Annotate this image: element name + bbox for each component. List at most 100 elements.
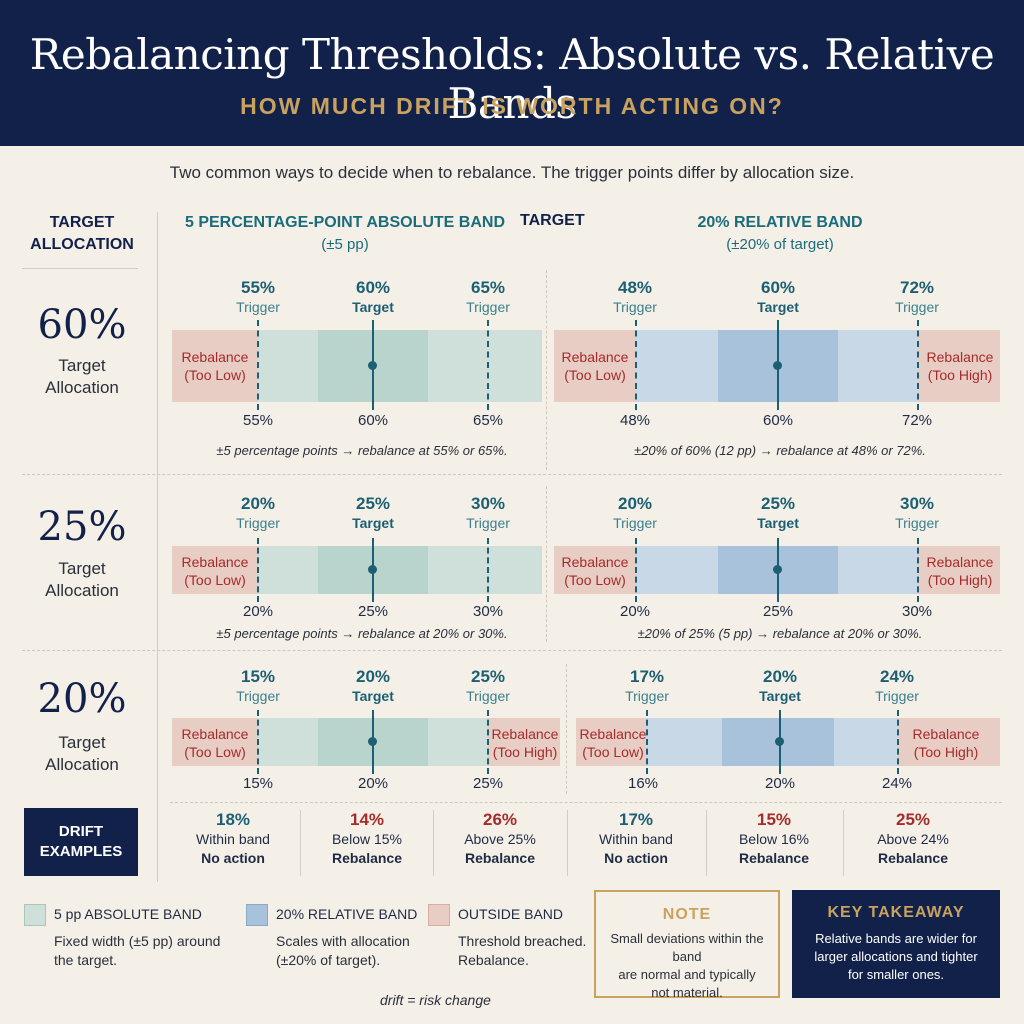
rel-bottom-mid: 60% bbox=[762, 412, 794, 429]
page-subtitle: HOW MUCH DRIFT IS WORTH ACTING ON? bbox=[240, 93, 784, 119]
note-line: are normal and typically bbox=[618, 967, 756, 982]
tick-value: 30% bbox=[899, 494, 935, 513]
abs-trigger-high: 30% Trigger bbox=[443, 494, 533, 532]
legend-line: Rebalance. bbox=[458, 952, 529, 968]
abs-bottom-mid: 20% bbox=[357, 775, 389, 792]
tick-label: Trigger bbox=[236, 515, 280, 531]
drift-desc: Above 25% bbox=[464, 831, 536, 847]
outside-band-high bbox=[488, 718, 560, 766]
rebalance-label: Rebalance bbox=[181, 349, 249, 365]
rebalance-label: Rebalance bbox=[181, 726, 249, 742]
rel-target: 25% Target bbox=[733, 494, 823, 532]
abs-trigger-high: 25% Trigger bbox=[443, 667, 533, 705]
rebalance-label: Rebalance bbox=[561, 349, 629, 365]
legend-relative-desc: Scales with allocation (±20% of target). bbox=[276, 932, 410, 970]
rel-trigger-low: 48% Trigger bbox=[590, 278, 680, 316]
legend-outside-desc: Threshold breached. Rebalance. bbox=[458, 932, 586, 970]
intro-text: Two common ways to decide when to rebala… bbox=[169, 163, 855, 182]
row-separator bbox=[22, 650, 1002, 651]
rebalance-label: Rebalance bbox=[926, 349, 994, 365]
rebalance-too-low: Rebalance (Too Low) bbox=[174, 348, 256, 384]
abs-note: ±5 percentage points → rebalance at 20% … bbox=[216, 626, 508, 641]
abs-bottom-low: 20% bbox=[242, 603, 274, 620]
tick-value: 24% bbox=[879, 667, 915, 686]
row-separator bbox=[170, 802, 1002, 803]
tick-label: Target bbox=[352, 299, 394, 315]
outside-band-low bbox=[576, 718, 646, 766]
outside-band-low bbox=[172, 330, 258, 402]
rebalance-too-low: Rebalance (Too Low) bbox=[556, 553, 634, 589]
rebalance-sub: (Too High) bbox=[492, 744, 558, 760]
tick-label: Trigger bbox=[875, 688, 919, 704]
rebalance-sub: (Too High) bbox=[927, 367, 993, 383]
abs-target: 60% Target bbox=[328, 278, 418, 316]
trigger-line bbox=[257, 538, 259, 602]
legend-swatch-relative bbox=[246, 904, 268, 926]
drift-label-line1: DRIFT bbox=[58, 823, 104, 840]
rebalance-sub: (Too Low) bbox=[564, 367, 626, 383]
legend-line: Threshold breached. bbox=[458, 933, 587, 949]
drift-pct: 18% bbox=[215, 810, 251, 829]
rel-bottom-low: 20% bbox=[619, 603, 651, 620]
legend-absolute-title: 5 pp ABSOLUTE BAND bbox=[54, 906, 202, 922]
rel-trigger-low: 17% Trigger bbox=[602, 667, 692, 705]
takeaway-line: Relative bands are wider for bbox=[815, 931, 977, 946]
row-target-pct: 25% bbox=[37, 504, 127, 550]
header-banner: Rebalancing Thresholds: Absolute vs. Rel… bbox=[0, 0, 1024, 146]
column-divider bbox=[546, 486, 547, 642]
tick-value: 17% bbox=[629, 667, 665, 686]
rebalance-label: Rebalance bbox=[926, 554, 994, 570]
abs-trigger-low: 15% Trigger bbox=[213, 667, 303, 705]
absolute-band-header: 5 PERCENTAGE-POINT ABSOLUTE BAND (±5 pp) bbox=[170, 212, 520, 256]
abs-bottom-low: 55% bbox=[242, 412, 274, 429]
row-target-pct: 60% bbox=[37, 302, 127, 348]
note-title: NOTE bbox=[662, 906, 712, 923]
drift-cell: 25% Above 24% Rebalance bbox=[846, 810, 980, 868]
drift-cell: 26% Above 25% Rebalance bbox=[433, 810, 567, 868]
tick-label: Target bbox=[759, 688, 801, 704]
tick-label: Trigger bbox=[466, 299, 510, 315]
legend-line: the target. bbox=[54, 952, 118, 968]
footer-note: drift = risk change bbox=[380, 992, 491, 1008]
abs-bottom-high: 30% bbox=[472, 603, 504, 620]
drift-action: Rebalance bbox=[738, 850, 810, 866]
rebalance-sub: (Too High) bbox=[927, 572, 993, 588]
rebalance-sub: (Too Low) bbox=[184, 744, 246, 760]
tick-label: Trigger bbox=[625, 688, 669, 704]
page-title: Rebalancing Thresholds: Absolute vs. Rel… bbox=[29, 30, 995, 128]
abs-bottom-high: 25% bbox=[472, 775, 504, 792]
trigger-line bbox=[635, 538, 637, 602]
outside-band-low bbox=[554, 546, 635, 594]
relative-band-title: 20% RELATIVE BAND bbox=[697, 214, 863, 231]
rebalance-too-low: Rebalance (Too Low) bbox=[174, 553, 256, 589]
tick-value: 72% bbox=[899, 278, 935, 297]
rebalance-too-high: Rebalance (Too High) bbox=[906, 725, 986, 761]
drift-action: No action bbox=[604, 850, 668, 866]
outside-band-high bbox=[918, 546, 1000, 594]
absolute-band-sub: (±5 pp) bbox=[321, 236, 369, 253]
row-target-label-line2: Allocation bbox=[45, 581, 119, 600]
tick-value: 20% bbox=[617, 494, 653, 513]
tick-value: 65% bbox=[470, 278, 506, 297]
rel-note: ±20% of 25% (5 pp) → rebalance at 20% or… bbox=[637, 626, 923, 641]
abs-target: 20% Target bbox=[328, 667, 418, 705]
tick-label: Trigger bbox=[236, 688, 280, 704]
drift-cell: 14% Below 15% Rebalance bbox=[300, 810, 434, 868]
target-dot bbox=[775, 737, 784, 746]
tick-value: 60% bbox=[760, 278, 796, 297]
rebalance-label: Rebalance bbox=[491, 726, 559, 742]
rebalance-too-high: Rebalance (Too High) bbox=[920, 348, 1000, 384]
drift-divider bbox=[706, 810, 707, 876]
rel-bottom-mid: 25% bbox=[762, 603, 794, 620]
tick-value: 25% bbox=[355, 494, 391, 513]
legend-swatch-absolute bbox=[24, 904, 46, 926]
row-target-label-line2: Allocation bbox=[45, 378, 119, 397]
target-dot bbox=[368, 565, 377, 574]
trigger-line bbox=[257, 320, 259, 410]
row-target-label: Target Allocation bbox=[22, 732, 142, 776]
row-target-label: Target Allocation bbox=[22, 355, 142, 399]
target-header: TARGET bbox=[520, 212, 585, 229]
tick-value: 20% bbox=[762, 667, 798, 686]
outside-band-low bbox=[172, 718, 258, 766]
trigger-line bbox=[917, 320, 919, 410]
